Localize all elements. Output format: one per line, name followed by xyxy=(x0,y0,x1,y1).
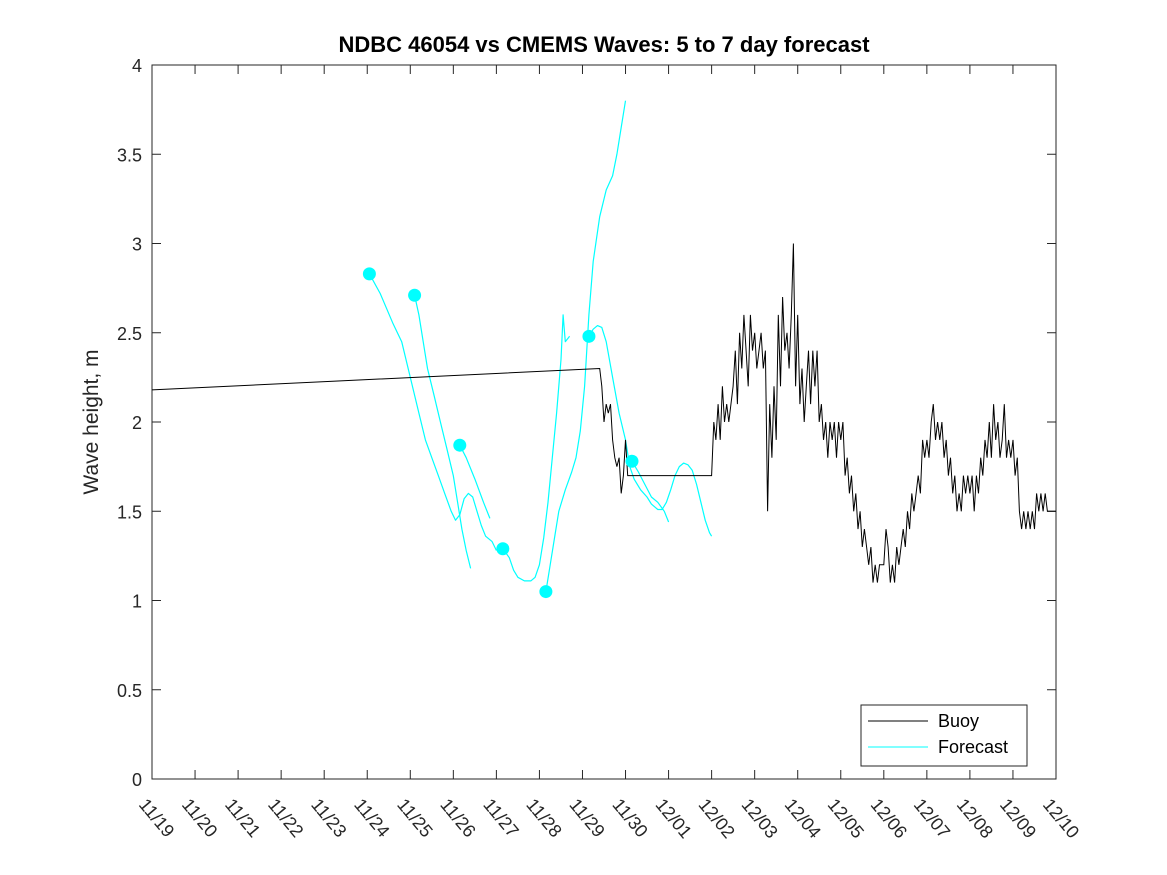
forecast-line-segment xyxy=(414,295,472,569)
y-tick-label: 2.5 xyxy=(117,324,142,344)
y-axis-tick-labels: 0 0.5 1 1.5 2 2.5 3 3.5 4 xyxy=(117,56,142,790)
forecast-start-marker xyxy=(453,438,467,452)
y-tick-label: 2 xyxy=(132,413,142,433)
forecast-line-segment xyxy=(368,273,497,551)
forecast-line-segment xyxy=(459,444,491,519)
y-tick-label: 3.5 xyxy=(117,145,142,165)
y-tick-label: 4 xyxy=(132,56,142,76)
forecast-line-segment xyxy=(502,314,571,582)
y-tick-label: 0.5 xyxy=(117,681,142,701)
series-layer xyxy=(151,100,1056,599)
buoy-line xyxy=(151,243,1056,583)
axis-ticks xyxy=(151,64,1057,780)
legend-box xyxy=(860,704,1028,767)
forecast-start-marker xyxy=(496,542,510,556)
legend: Buoy Forecast xyxy=(860,704,1028,767)
forecast-start-marker xyxy=(362,267,376,281)
chart-title: NDBC 46054 vs CMEMS Waves: 5 to 7 day fo… xyxy=(338,32,870,57)
legend-label-forecast: Forecast xyxy=(938,737,1008,757)
legend-label-buoy: Buoy xyxy=(938,711,979,731)
y-tick-label: 1 xyxy=(132,592,142,612)
forecast-start-marker xyxy=(539,585,553,599)
forecast-start-marker xyxy=(625,454,639,468)
forecast-line-segment xyxy=(545,100,627,592)
forecast-start-marker xyxy=(582,329,596,343)
forecast-line-segment xyxy=(588,325,713,537)
y-axis-label: Wave height, m xyxy=(80,349,103,494)
y-tick-label: 0 xyxy=(132,770,142,790)
forecast-line-segment xyxy=(631,460,670,523)
y-tick-label: 1.5 xyxy=(117,502,142,522)
y-tick-label: 3 xyxy=(132,235,142,255)
forecast-start-marker xyxy=(408,288,422,302)
